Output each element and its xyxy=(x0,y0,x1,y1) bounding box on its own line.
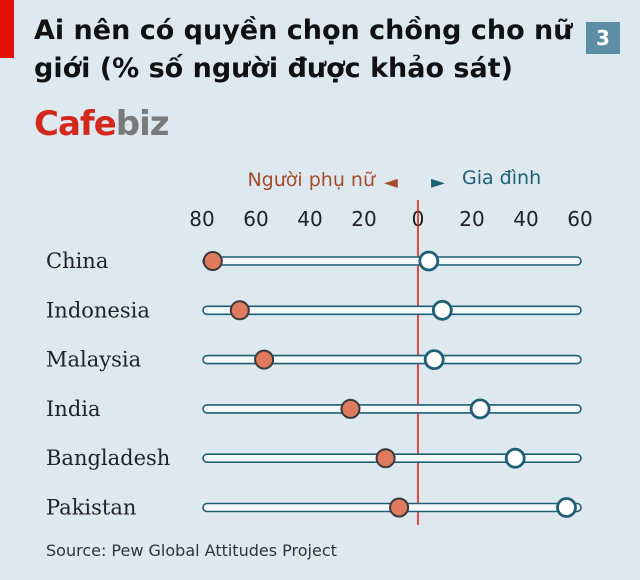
row-track xyxy=(202,354,582,365)
category-label: Pakistan xyxy=(46,496,136,520)
category-label: Indonesia xyxy=(46,298,150,322)
row-bangladesh: Bangladesh xyxy=(46,446,582,470)
source-note: Source: Pew Global Attitudes Project xyxy=(46,541,337,560)
row-india: India xyxy=(46,397,582,421)
x-tick-label: 60 xyxy=(243,207,268,231)
women-point xyxy=(202,251,223,271)
row-track xyxy=(202,256,582,266)
category-label: Malaysia xyxy=(46,348,141,372)
row-china: China xyxy=(46,249,582,273)
family-point xyxy=(423,349,445,371)
dot-chart: Người phụ nữ ◄ ► Gia đình 80 60 40 20 0 20 40 60 C… xyxy=(46,167,593,525)
x-tick-label: 60 xyxy=(567,207,592,231)
row-malaysia: Malaysia xyxy=(46,348,582,372)
women-point xyxy=(254,349,275,370)
row-track xyxy=(202,305,582,316)
x-tick-label: 20 xyxy=(459,207,484,231)
women-point xyxy=(340,398,361,419)
logo-part-biz: biz xyxy=(115,104,170,144)
family-point xyxy=(418,250,440,272)
category-label: China xyxy=(46,249,108,273)
row-track xyxy=(202,404,582,414)
accent-bar xyxy=(0,0,14,58)
women-point xyxy=(375,448,396,469)
chart-title: Ai nên có quyền chọn chồng cho nữ giới (… xyxy=(34,15,573,84)
x-tick-label: 40 xyxy=(513,207,538,231)
family-point xyxy=(431,299,453,321)
legend-label-family: Gia đình xyxy=(462,167,541,189)
logo-part-cafe: Cafe xyxy=(34,104,117,144)
category-label: India xyxy=(46,397,101,421)
x-tick-label: 20 xyxy=(351,207,376,231)
chart-number-badge: 3 xyxy=(586,22,620,54)
row-pakistan: Pakistan xyxy=(46,496,582,520)
women-point xyxy=(229,300,250,321)
family-point xyxy=(556,497,577,518)
x-tick-label: 80 xyxy=(189,207,214,231)
legend-label-women: Người phụ nữ xyxy=(247,169,375,191)
x-tick-label: 40 xyxy=(297,207,322,231)
row-indonesia: Indonesia xyxy=(46,298,582,322)
legend-arrow-left: ◄ xyxy=(384,172,398,193)
family-point xyxy=(469,398,491,420)
category-label: Bangladesh xyxy=(46,446,170,470)
women-point xyxy=(389,497,410,518)
family-point xyxy=(504,447,526,469)
cafebiz-logo: Cafebiz xyxy=(34,104,170,144)
legend-arrow-right: ► xyxy=(431,172,445,193)
